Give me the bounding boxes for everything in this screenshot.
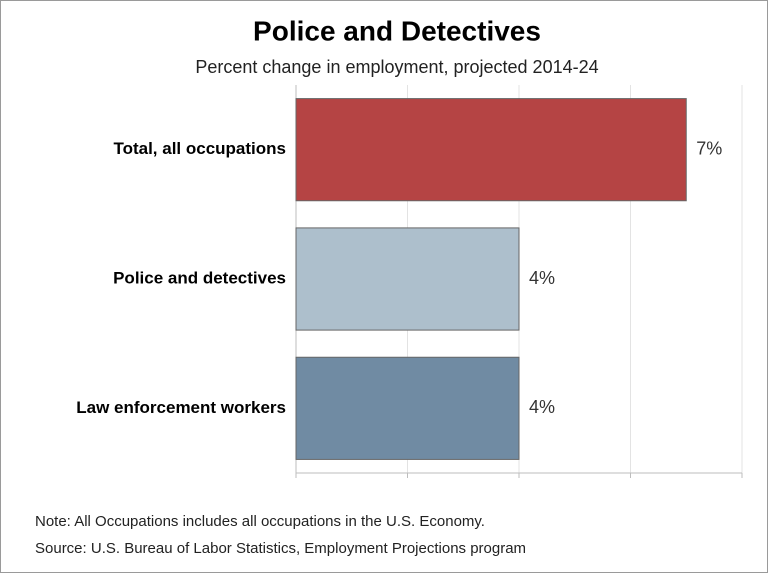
bar	[295, 227, 520, 331]
plot: Total, all occupations 7% Police and detec…	[76, 85, 743, 478]
category-label: Law enforcement workers	[76, 398, 286, 417]
category-label: Police and detectives	[113, 268, 286, 287]
chart-subtitle: Percent change in employment, projected …	[195, 57, 598, 77]
value-label: 4%	[529, 397, 555, 417]
source: Source: U.S. Bureau of Labor Statistics,…	[35, 540, 526, 557]
value-label: 7%	[696, 138, 722, 158]
value-label: 4%	[529, 268, 555, 288]
bar	[295, 98, 687, 202]
bar	[295, 356, 520, 460]
chart-title: Police and Detectives	[253, 15, 541, 46]
category-label: Total, all occupations	[113, 139, 286, 158]
note: Note: All Occupations includes all occup…	[35, 513, 485, 530]
